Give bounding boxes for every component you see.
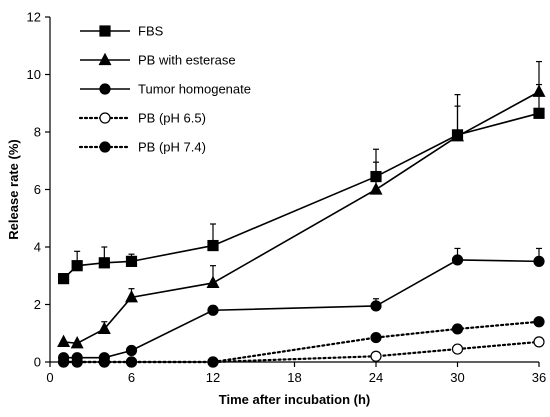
x-tick-label: 30 <box>450 370 464 385</box>
legend: FBS PB with esterase Tumor homogenate PB (p… <box>78 24 251 155</box>
x-tick-label: 6 <box>128 370 135 385</box>
marker-triangle <box>97 321 111 335</box>
legend-label: Tumor homogenate <box>138 82 251 97</box>
marker-circle <box>99 83 111 95</box>
x-tick-label: 12 <box>206 370 220 385</box>
marker-square <box>207 239 219 252</box>
legend-label: PB with esterase <box>138 53 236 68</box>
y-tick-label: 12 <box>27 10 41 25</box>
marker-circle <box>451 254 464 266</box>
legend-label: PB (pH 7.4) <box>138 140 206 155</box>
series-1 <box>57 60 546 349</box>
marker-open-circle <box>370 350 382 362</box>
y-tick-label: 4 <box>34 240 41 255</box>
marker-circle <box>370 300 382 312</box>
legend-label: FBS <box>138 24 164 39</box>
y-tick-label: 8 <box>34 125 41 140</box>
marker-square <box>99 25 111 37</box>
x-tick-label: 36 <box>532 370 546 385</box>
x-tick-label: 24 <box>369 370 383 385</box>
legend-item-0: FBS <box>80 24 164 39</box>
y-tick-label: 6 <box>34 182 41 197</box>
x-tick-label: 0 <box>46 370 53 385</box>
marker-circle <box>451 323 464 335</box>
marker-square <box>533 107 545 119</box>
series-line <box>62 340 541 364</box>
marker-circle <box>125 356 138 368</box>
legend-item-4: PB (pH 7.4) <box>78 140 206 155</box>
y-tick-label: 10 <box>27 67 41 82</box>
marker-circle <box>71 356 83 368</box>
marker-triangle <box>532 84 546 97</box>
x-axis-title: Time after incubation (h) <box>219 392 370 407</box>
marker-triangle <box>206 275 220 289</box>
series-layer <box>57 60 546 368</box>
marker-triangle <box>98 52 112 66</box>
x-tick-label: 18 <box>287 370 301 385</box>
marker-square <box>71 260 83 272</box>
y-tick-label: 0 <box>34 355 41 370</box>
series-4 <box>57 316 545 368</box>
marker-triangle <box>369 182 383 195</box>
marker-open-circle <box>533 336 545 348</box>
marker-open-circle <box>99 112 111 124</box>
marker-triangle <box>125 290 138 303</box>
marker-triangle <box>451 129 464 142</box>
marker-open-circle <box>451 343 464 355</box>
marker-circle <box>57 356 70 368</box>
legend-item-2: Tumor homogenate <box>80 82 251 97</box>
marker-square <box>125 255 138 267</box>
marker-circle <box>533 316 545 328</box>
y-tick-label: 2 <box>34 297 41 312</box>
marker-circle <box>99 141 111 153</box>
marker-circle <box>370 331 382 344</box>
series-line <box>63 91 540 345</box>
series-line <box>62 320 541 364</box>
marker-circle <box>207 304 219 316</box>
marker-circle <box>125 344 138 357</box>
legend-item-1: PB with esterase <box>80 53 236 68</box>
legend-item-3: PB (pH 6.5) <box>78 111 206 126</box>
marker-triangle <box>57 334 71 347</box>
y-axis-title: Release rate (%) <box>6 139 21 239</box>
marker-circle <box>98 356 110 368</box>
marker-triangle <box>70 336 84 349</box>
marker-square <box>57 273 70 285</box>
legend-label: PB (pH 6.5) <box>138 111 206 126</box>
marker-square <box>98 257 110 269</box>
marker-circle <box>533 255 545 267</box>
marker-circle <box>207 356 219 368</box>
